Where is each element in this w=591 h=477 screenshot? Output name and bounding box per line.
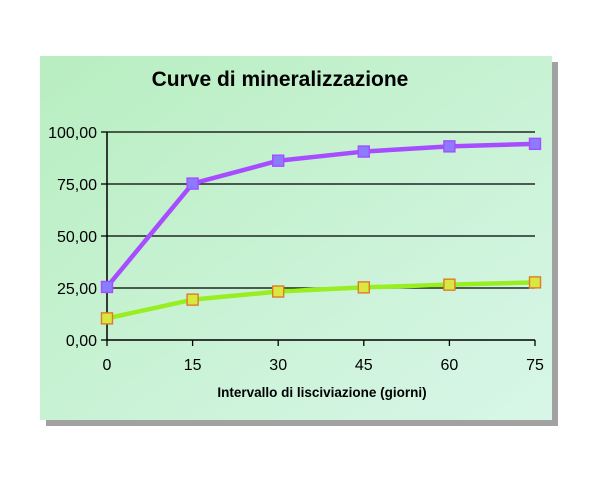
series-1-point-3 — [357, 145, 370, 158]
y-tick-label-2: 50,00 — [57, 229, 97, 246]
chart-title: Curve di mineralizzazione — [152, 68, 409, 91]
series-layer — [100, 137, 542, 325]
series-1-line — [104, 141, 538, 290]
series-2-point-4 — [443, 278, 456, 291]
y-tick-label-4: 100,00 — [48, 125, 97, 142]
series-1-point-5 — [528, 137, 542, 151]
series-1-point-0 — [100, 280, 114, 294]
series-1-point-2 — [272, 154, 285, 167]
grid-layer — [107, 131, 535, 289]
y-tick-label-0: 0,00 — [66, 333, 97, 350]
series-2-point-2 — [272, 285, 285, 298]
x-tick-label-4: 60 — [441, 357, 459, 374]
x-tick-label-5: 75 — [526, 357, 544, 374]
axis-layer: 0,00 25,00 50,00 75,00 100,00 0 15 30 45 60 75 — [48, 125, 544, 374]
series-2-point-1 — [186, 293, 199, 306]
chart-background — [40, 56, 552, 420]
x-tick-label-2: 30 — [269, 357, 287, 374]
y-tick-label-3: 75,00 — [57, 177, 97, 194]
series-2-point-5 — [528, 276, 542, 289]
x-tick-label-0: 0 — [103, 357, 112, 374]
series-2-point-0 — [100, 312, 114, 325]
series-1-point-1 — [186, 177, 199, 190]
x-tick-label-3: 45 — [355, 357, 373, 374]
x-axis-label: Intervallo di lisciviazione (giorni) — [217, 385, 426, 400]
x-tick-label-1: 15 — [184, 357, 202, 374]
series-2-point-3 — [357, 281, 370, 294]
series-2-line — [104, 280, 538, 321]
y-tick-label-1: 25,00 — [57, 281, 97, 298]
series-1-point-4 — [443, 140, 456, 153]
